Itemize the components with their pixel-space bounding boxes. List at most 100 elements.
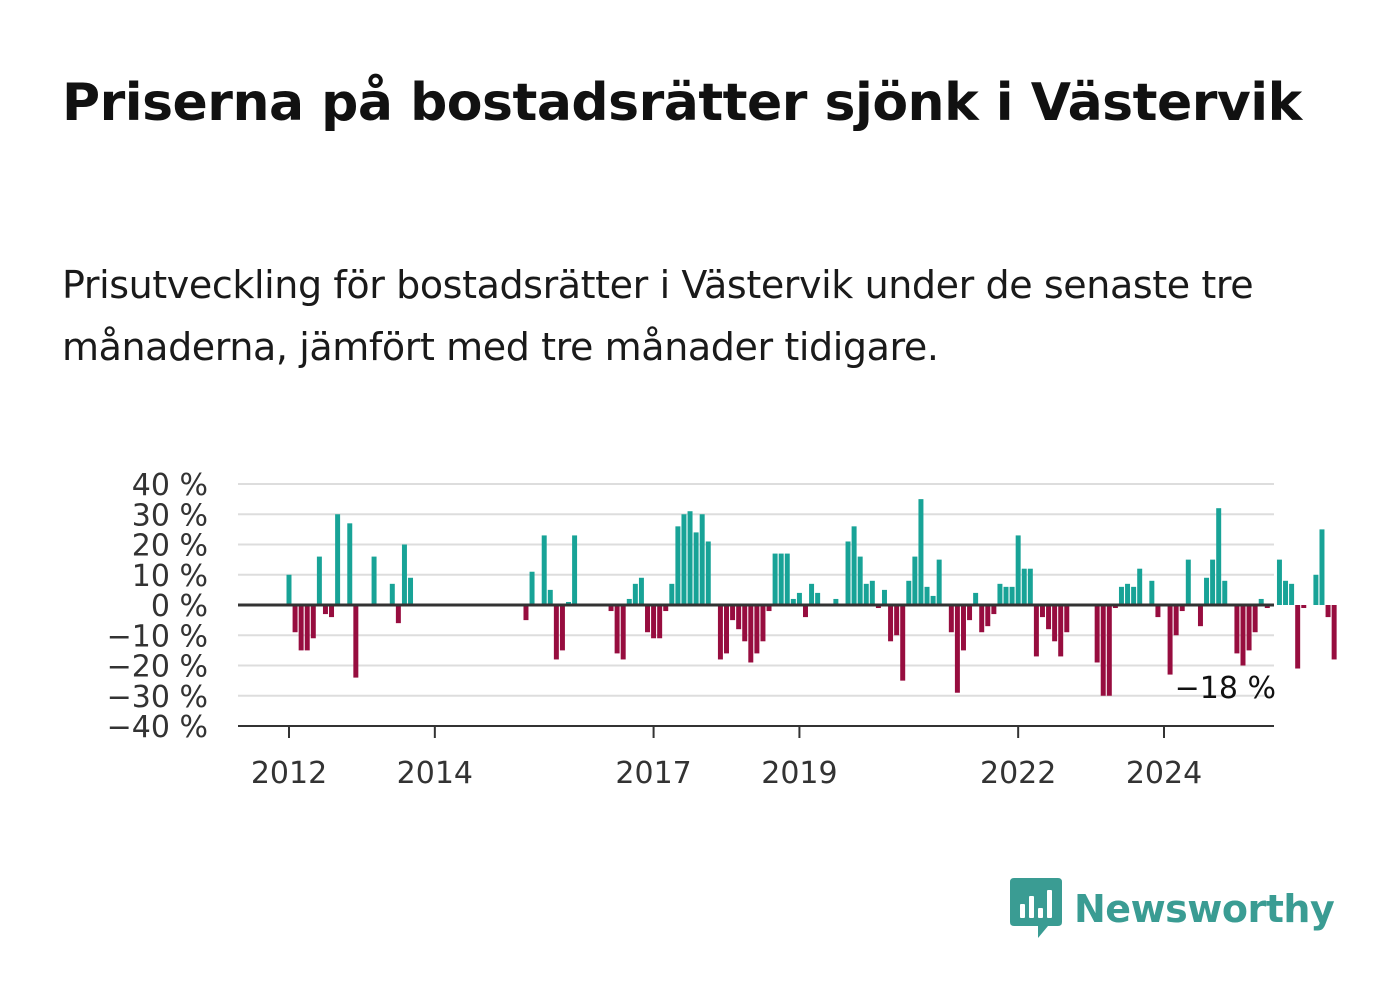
bar (742, 605, 748, 642)
bar (614, 605, 620, 654)
bar (1021, 568, 1027, 605)
bar (651, 605, 657, 639)
bar (408, 577, 414, 605)
bar (1039, 605, 1045, 618)
bar (1052, 605, 1058, 642)
bar (1058, 605, 1064, 657)
bar (1204, 577, 1210, 605)
bar (626, 598, 632, 605)
bar (620, 605, 626, 660)
bar (389, 583, 395, 605)
bar (1301, 605, 1307, 609)
bar (967, 605, 973, 621)
bar (304, 605, 310, 651)
newsworthy-logo: Newsworthy (1010, 878, 1335, 940)
bar (1027, 568, 1033, 605)
bar (1125, 583, 1131, 605)
bar (960, 605, 966, 651)
bar (748, 605, 754, 663)
bar (298, 605, 304, 651)
bar (1331, 605, 1337, 660)
bar (881, 589, 887, 606)
bar (778, 553, 784, 605)
bar (954, 605, 960, 693)
x-tick-label: 2024 (1126, 756, 1202, 791)
bar (1240, 605, 1246, 666)
chart-bars (286, 499, 1337, 696)
bar (572, 535, 578, 605)
bar (663, 605, 669, 612)
bar (1264, 605, 1270, 609)
bar (1009, 586, 1015, 605)
bar (705, 541, 711, 605)
bar (1276, 559, 1282, 606)
bar (784, 553, 790, 605)
bar (541, 535, 547, 605)
bar (1118, 586, 1124, 605)
bar (918, 499, 924, 606)
bar (1003, 586, 1009, 605)
last-value-annotation: −18 % (1175, 671, 1276, 706)
bar (1319, 529, 1325, 606)
bar (875, 605, 881, 609)
bar (1197, 605, 1203, 627)
bar (608, 605, 614, 612)
bar (547, 589, 553, 606)
bar (851, 526, 857, 605)
bar (985, 605, 991, 627)
bar (1289, 583, 1295, 605)
bar (869, 580, 875, 605)
bar (566, 601, 571, 605)
bar (1033, 605, 1039, 657)
bar (693, 532, 699, 605)
bar (1185, 559, 1191, 606)
bar (657, 605, 663, 639)
bar (900, 605, 906, 681)
bar (936, 559, 942, 606)
x-tick-label: 2014 (397, 756, 473, 791)
bar (699, 514, 705, 605)
bar (863, 583, 869, 605)
bar (1179, 605, 1185, 612)
bar (316, 556, 322, 605)
bar (845, 541, 851, 605)
bar (1015, 535, 1021, 605)
bar (948, 605, 954, 633)
bar (772, 553, 778, 605)
bar (730, 605, 736, 621)
bar (286, 574, 292, 605)
bar (559, 605, 565, 651)
bar (973, 592, 979, 605)
bar (1295, 605, 1301, 669)
bar (803, 605, 808, 618)
y-tick-label: −20 % (107, 650, 208, 685)
bar (1112, 605, 1118, 609)
bar (553, 605, 559, 660)
bar (401, 544, 407, 605)
bar (1210, 559, 1216, 606)
bar (833, 598, 839, 605)
bar (766, 605, 772, 612)
bar (1216, 508, 1222, 605)
bar (724, 605, 729, 654)
x-tick-label: 2017 (615, 756, 691, 791)
bar-chart-speech-bubble-icon (1010, 878, 1062, 938)
bar (687, 511, 693, 605)
bar (1131, 586, 1137, 605)
bar (1106, 605, 1112, 696)
bar (353, 605, 359, 678)
bar (796, 592, 802, 605)
y-tick-label: 20 % (132, 529, 208, 564)
y-tick-label: −10 % (107, 619, 208, 654)
bar (395, 605, 401, 624)
chart-subtitle: Prisutveckling för bostadsrätter i Väste… (62, 263, 1254, 369)
chart-axes (238, 603, 1274, 727)
bar (669, 583, 675, 605)
bar (1167, 605, 1173, 675)
bar (924, 586, 930, 605)
bar (888, 605, 894, 642)
y-tick-label: 0 % (151, 589, 208, 624)
y-tick-label: 10 % (132, 559, 208, 594)
bar (1234, 605, 1240, 654)
